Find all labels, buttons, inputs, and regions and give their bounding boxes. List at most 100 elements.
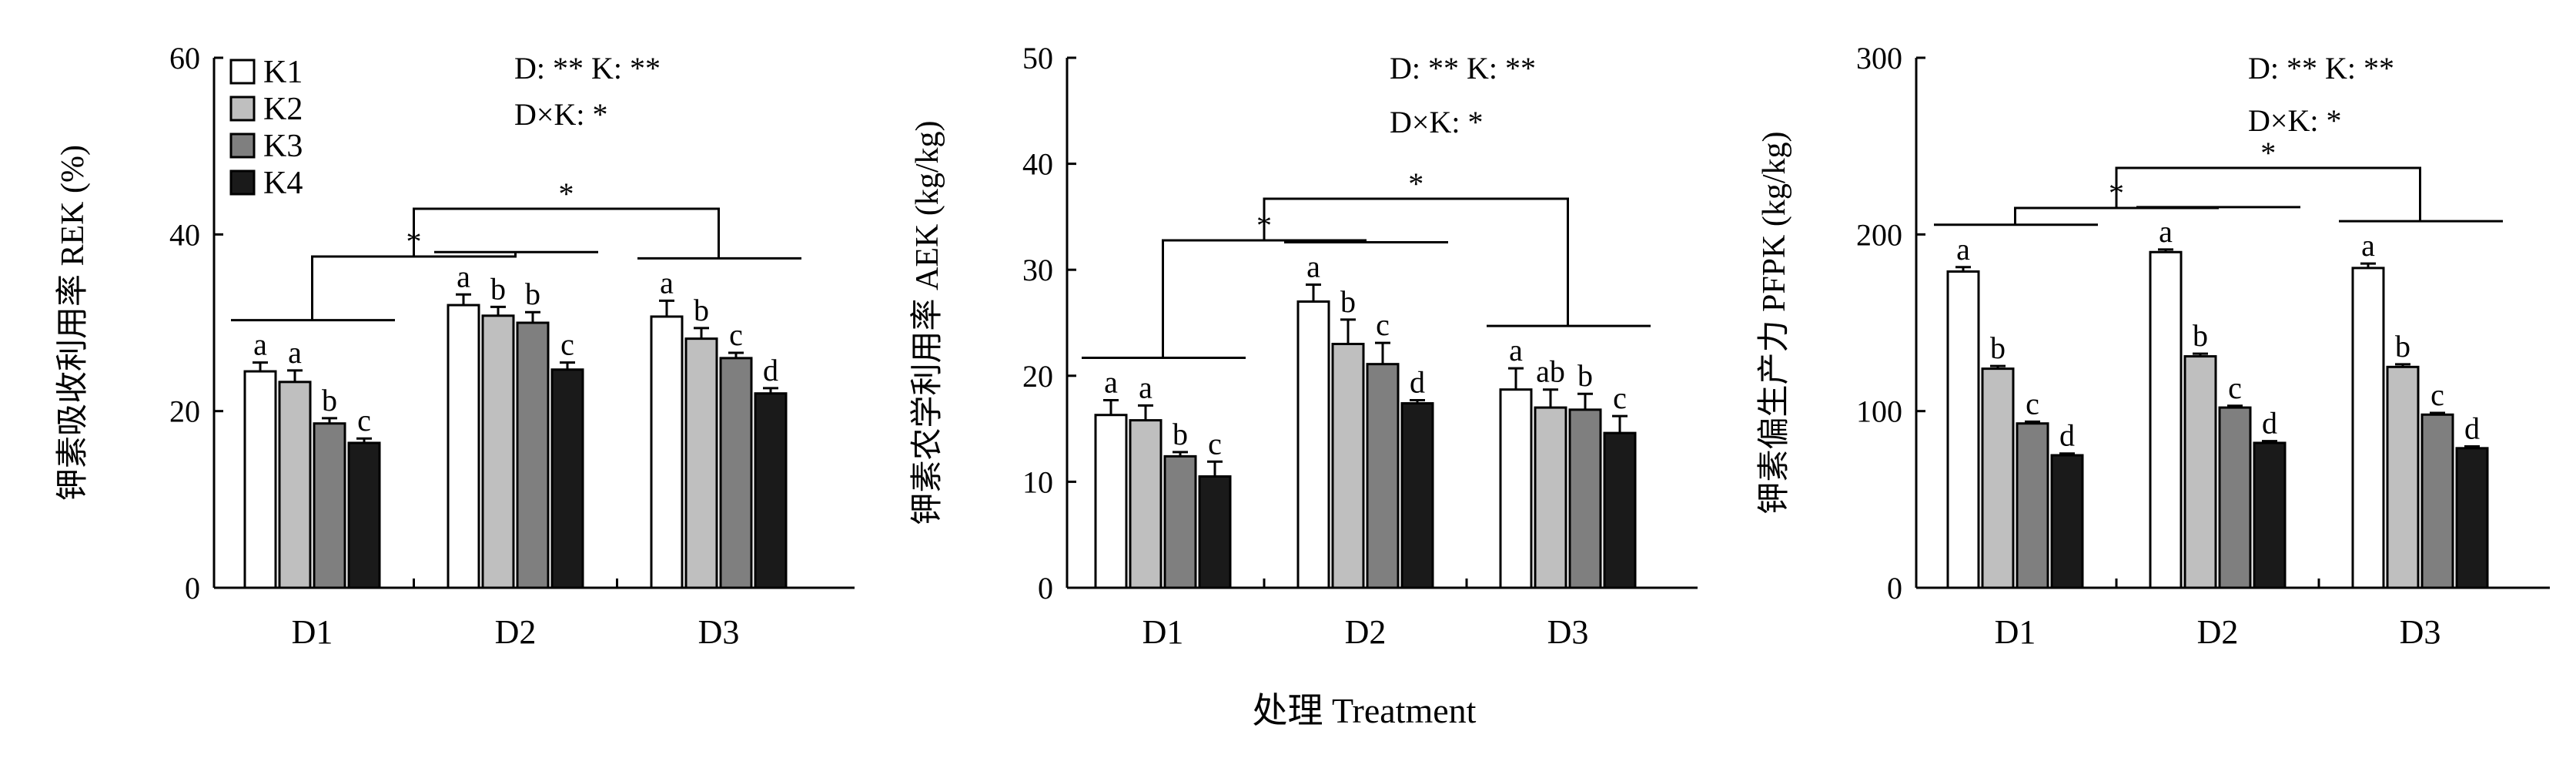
bar-k4-d1 — [2050, 454, 2084, 589]
x-tick-label: D3 — [698, 613, 740, 651]
y-tick-label: 40 — [169, 217, 200, 252]
significance-letter: b — [322, 383, 337, 418]
significance-letter: b — [1577, 358, 1593, 393]
significance-letter: a — [660, 265, 674, 300]
significance-letter: c — [2228, 371, 2242, 405]
significance-letter: c — [1376, 307, 1390, 342]
x-tick-label: D2 — [2197, 613, 2239, 651]
y-tick-label: 60 — [169, 41, 200, 75]
bar-k1-d2 — [2149, 250, 2183, 589]
bar-k3-d3 — [1568, 408, 1602, 589]
bar-k3-d1 — [313, 422, 346, 589]
bar-k4-d3 — [754, 392, 788, 589]
significance-letter: b — [1340, 284, 1356, 319]
comparison-bracket-d3 — [2115, 166, 2421, 222]
bar-k2-d3 — [2386, 365, 2420, 589]
significance-letter: c — [729, 317, 743, 352]
bar-k4-d2 — [2253, 441, 2287, 589]
bar-k2-d2 — [1331, 343, 1365, 589]
significance-letter: b — [525, 277, 540, 311]
y-tick-label: 0 — [1887, 571, 1902, 605]
stats-annotation-line1: D: ** K: ** — [1390, 51, 1536, 86]
significance-letter: b — [2193, 318, 2208, 353]
stats-annotation-line1: D: ** K: ** — [514, 51, 661, 86]
bar-k1-d2 — [447, 304, 480, 589]
significance-letter: a — [253, 327, 267, 362]
x-tick-label: D3 — [1547, 613, 1589, 651]
y-axis-label: 钾素农学利用率 AEK (kg/kg) — [909, 121, 945, 525]
bar-k3-d1 — [2016, 422, 2049, 589]
bar-k3-d2 — [2218, 406, 2252, 589]
y-tick-label: 200 — [1856, 217, 1902, 252]
x-tick-label: D1 — [1995, 613, 2036, 651]
significance-letter: a — [1139, 370, 1153, 404]
bar-k1-d3 — [1499, 388, 1533, 589]
x-tick-label: D1 — [1142, 613, 1184, 651]
comparison-bracket-d3 — [413, 207, 720, 259]
significance-letter: d — [763, 353, 778, 387]
bar-k4-d3 — [2455, 447, 2489, 589]
bar-k3-d2 — [516, 321, 550, 589]
legend-label-k2: K2 — [263, 92, 303, 127]
bar-k1-d1 — [1094, 414, 1128, 589]
comparison-bracket-d1-d2 — [311, 252, 517, 320]
y-tick-label: 300 — [1856, 41, 1902, 75]
legend-swatch-k1 — [229, 59, 256, 85]
significance-letter: a — [1104, 364, 1118, 399]
bar-k4-d2 — [1400, 402, 1434, 589]
y-tick-label: 40 — [1022, 147, 1053, 182]
bar-k3-d2 — [1366, 363, 1400, 589]
bar-k1-d1 — [243, 370, 277, 589]
bar-k4-d3 — [1603, 431, 1637, 589]
bar-k2-d3 — [684, 337, 718, 589]
significance-letter: b — [1990, 330, 2006, 365]
significance-letter: ab — [1536, 354, 1565, 389]
bar-k4-d1 — [1198, 475, 1232, 589]
significance-letter: c — [2430, 377, 2444, 412]
x-tick-label: D1 — [292, 613, 333, 651]
significance-letter: a — [1306, 249, 1320, 283]
y-tick-label: 0 — [1038, 571, 1053, 605]
significance-letter: b — [694, 293, 709, 327]
significance-letter: a — [457, 259, 470, 293]
significance-letter: d — [2464, 411, 2480, 446]
y-axis-label: 钾素吸收利用率 REK (%) — [55, 145, 91, 501]
bar-k1-d3 — [650, 315, 684, 589]
y-tick-label: 10 — [1022, 465, 1053, 499]
bar-k1-d1 — [1946, 270, 1980, 589]
figure-x-axis-label: 处理 Treatment — [1253, 691, 1477, 730]
significance-letter: a — [1956, 232, 1970, 267]
stats-annotation-line2: D×K: * — [2248, 103, 2341, 138]
comparison-star: * — [2260, 136, 2276, 170]
y-tick-label: 0 — [185, 571, 200, 605]
significance-letter: c — [560, 327, 574, 362]
bar-k1-d2 — [1296, 300, 1330, 589]
significance-letter: d — [2262, 406, 2277, 441]
significance-letter: c — [1613, 381, 1627, 415]
comparison-star: * — [1408, 166, 1423, 201]
bar-k4-d2 — [550, 368, 584, 589]
legend-swatch-k4 — [229, 169, 256, 196]
bar-k3-d3 — [2420, 413, 2454, 589]
x-tick-label: D2 — [1345, 613, 1387, 651]
significance-letter: a — [2361, 228, 2375, 263]
legend-label-k3: K3 — [263, 129, 303, 164]
legend-swatch-k3 — [229, 132, 256, 159]
y-tick-label: 50 — [1022, 41, 1053, 75]
bar-k2-d2 — [481, 314, 515, 589]
legend-label-k4: K4 — [263, 166, 303, 201]
legend-swatch-k2 — [229, 96, 256, 122]
significance-letter: b — [2395, 329, 2410, 364]
y-axis-label: 钾素偏生产力 PFPK (kg/kg) — [1757, 131, 1792, 514]
legend-label-k1: K1 — [263, 55, 303, 90]
y-tick-label: 20 — [169, 394, 200, 429]
y-tick-label: 30 — [1022, 253, 1053, 287]
significance-letter: c — [357, 403, 371, 438]
significance-letter: d — [1410, 364, 1425, 399]
x-tick-label: D3 — [2400, 613, 2441, 651]
